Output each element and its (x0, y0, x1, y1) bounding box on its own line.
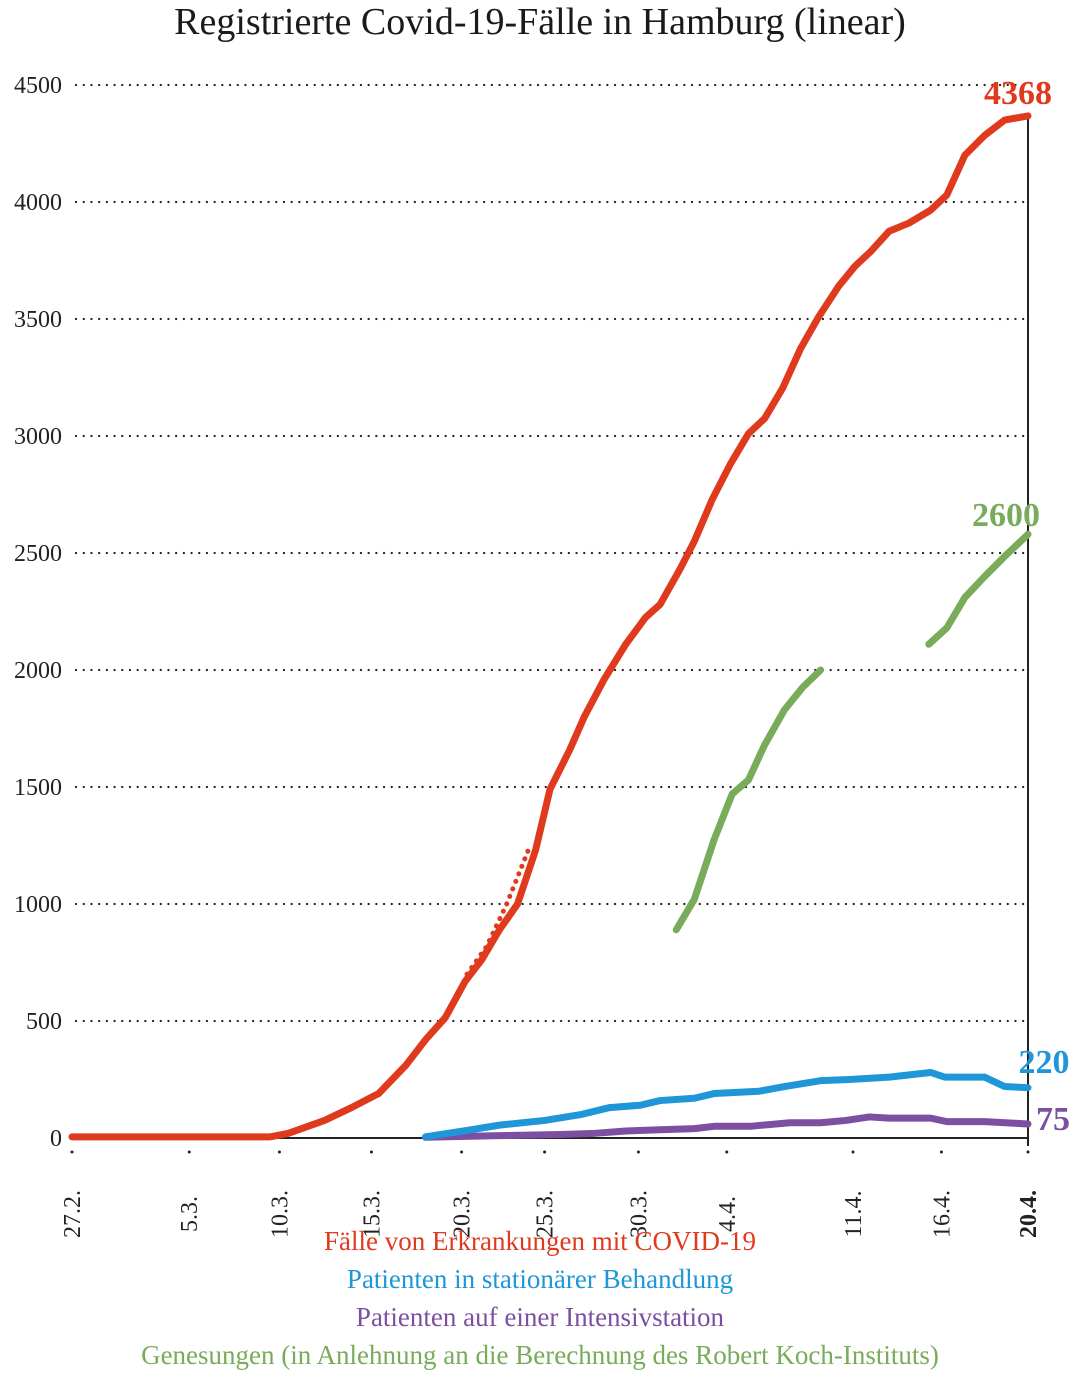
x-tick (1026, 1150, 1030, 1154)
x-tick (725, 1150, 729, 1154)
x-tick-label: 10.3. (267, 1190, 293, 1238)
series-line (68, 112, 1032, 1141)
legend-recovered: Genesungen (in Anlehnung an die Berechnu… (141, 1340, 939, 1370)
legend-cases: Fälle von Erkrankungen mit COVID-19 (324, 1226, 756, 1256)
series-line (672, 666, 825, 934)
end-value-label: 2600 (972, 497, 1040, 534)
x-tick-label: 30.3. (626, 1190, 652, 1238)
y-tick-label: 3500 (14, 307, 62, 333)
x-tick-label: 16.4. (929, 1190, 955, 1238)
y-tick-label: 3000 (14, 424, 62, 450)
x-tick-label: 5.3. (177, 1196, 203, 1232)
series-line (422, 1068, 1032, 1141)
x-tick (460, 1150, 464, 1154)
series-line (422, 1113, 1032, 1141)
y-tick-label: 0 (50, 1126, 62, 1152)
legend-hospital: Patienten in stationärer Behandlung (346, 1264, 734, 1294)
x-tick-label: 20.3. (450, 1190, 476, 1238)
end-value-label: 4368 (984, 75, 1052, 112)
x-tick-label: 25.3. (533, 1190, 559, 1238)
x-tick (543, 1150, 547, 1154)
y-tick-label: 1500 (14, 775, 62, 801)
x-tick (70, 1150, 74, 1154)
y-tick-label: 2500 (14, 541, 62, 567)
x-tick-label: 11.4. (841, 1190, 867, 1237)
y-tick-label: 1000 (14, 892, 62, 918)
y-tick-label: 4000 (14, 190, 62, 216)
x-tick (939, 1150, 943, 1154)
x-tick-label: 20.4. (1016, 1190, 1042, 1238)
x-tick-label: 15.3. (359, 1190, 385, 1238)
series-dotted-line (464, 843, 533, 977)
x-tick-label: 4.4. (715, 1196, 741, 1232)
end-value-label: 220 (1019, 1044, 1070, 1081)
x-tick (851, 1150, 855, 1154)
y-tick-label: 2000 (14, 658, 62, 684)
chart-title: Registrierte Covid-19-Fälle in Hamburg (… (174, 1, 906, 43)
series-line (925, 530, 1032, 648)
x-tick (187, 1150, 191, 1154)
legend-icu: Patienten auf einer Intensivstation (355, 1302, 725, 1332)
x-tick (636, 1150, 640, 1154)
y-tick-label: 500 (26, 1009, 62, 1035)
x-tick (369, 1150, 373, 1154)
x-tick-label: 27.2. (60, 1190, 86, 1238)
end-value-label: 75 (1036, 1101, 1070, 1138)
x-tick (277, 1150, 281, 1154)
y-tick-label: 4500 (14, 73, 62, 99)
